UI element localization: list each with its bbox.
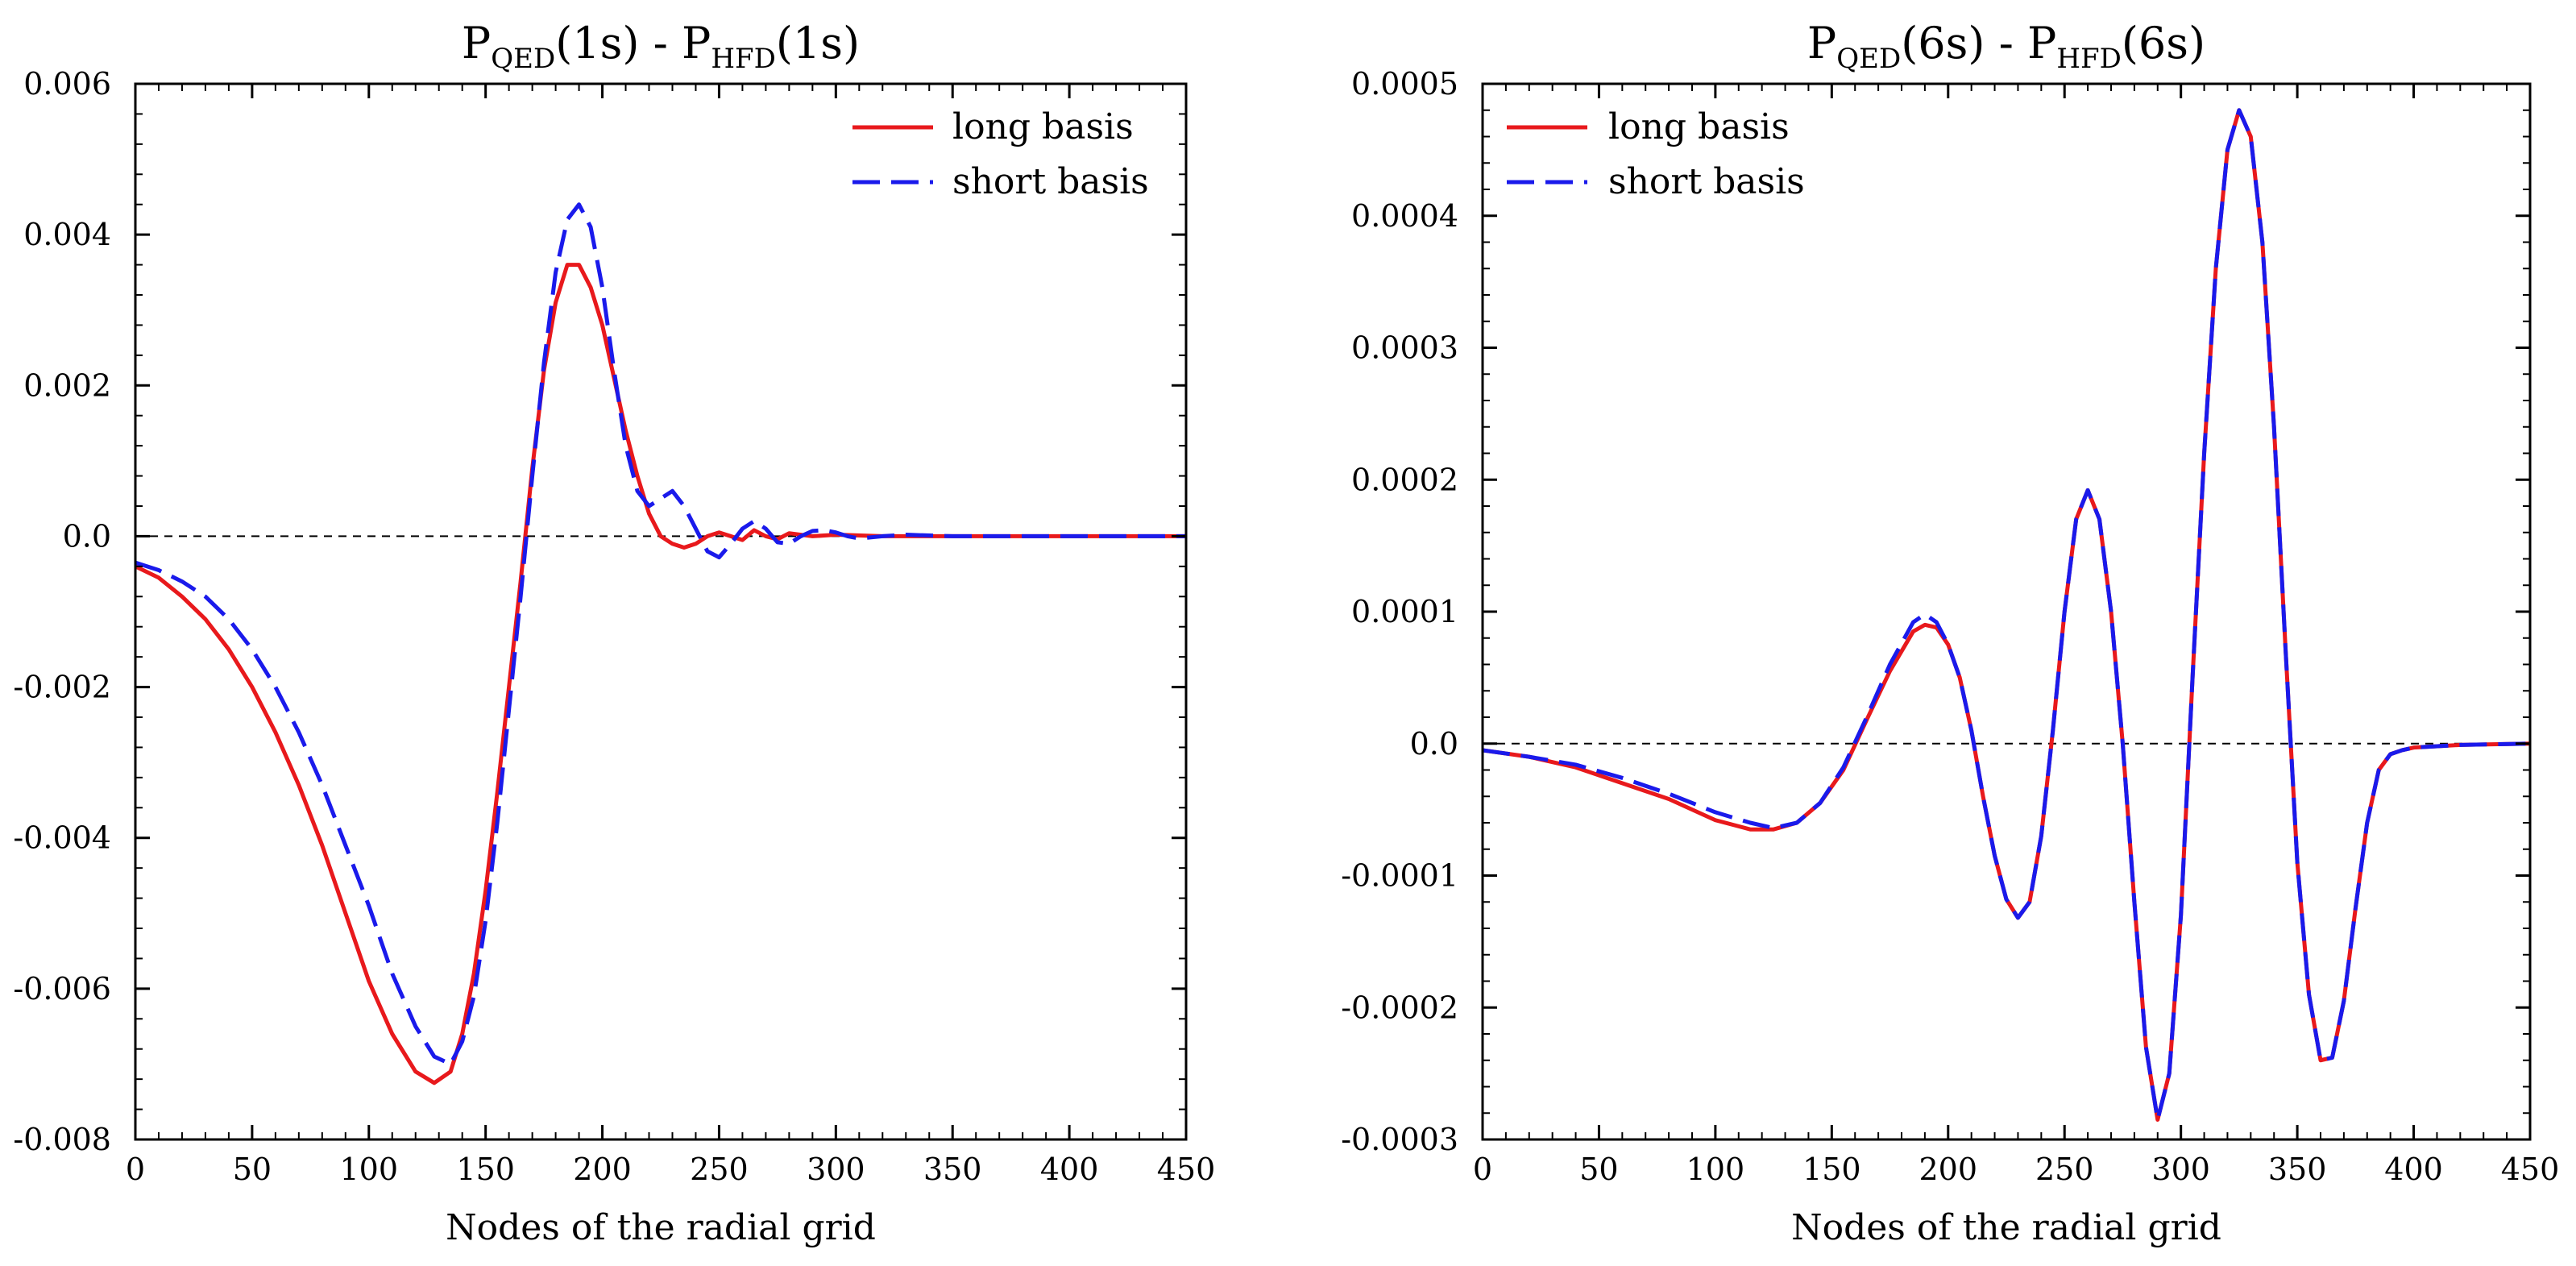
y-tick-label: -0.0001 — [1341, 858, 1458, 894]
chart-title-part: (6s) — [2122, 18, 2205, 68]
chart-title: PQED(1s) - PHFD(1s) — [462, 18, 860, 75]
series-line-short-basis — [1483, 108, 2530, 1122]
x-tick-label: 200 — [1919, 1152, 1978, 1187]
x-tick-label: 0 — [126, 1152, 145, 1187]
x-tick-label: 350 — [2268, 1152, 2327, 1187]
legend-label: long basis — [1608, 106, 1790, 147]
x-tick-label: 250 — [690, 1152, 749, 1187]
y-tick-label: -0.008 — [13, 1122, 111, 1157]
x-tick-label: 150 — [1802, 1152, 1861, 1187]
chart-title-part: (6s) - P — [1901, 18, 2056, 68]
x-tick-label: 50 — [1579, 1152, 1618, 1187]
chart-title-part: (1s) - P — [555, 18, 711, 68]
series-line-long-basis — [1483, 108, 2530, 1122]
x-tick-label: 350 — [923, 1152, 982, 1187]
chart-title-part: P — [462, 18, 491, 68]
x-tick-label: 300 — [2151, 1152, 2210, 1187]
chart-title-part: (1s) — [776, 18, 860, 68]
series-group — [135, 202, 1186, 1085]
legend-label: short basis — [1608, 161, 1805, 202]
legend-label: long basis — [952, 106, 1134, 147]
legend: long basis short basis — [852, 106, 1149, 202]
x-tick-label: 400 — [2384, 1152, 2443, 1187]
y-tick-label: 0.0 — [1410, 726, 1458, 762]
x-axis-title: Nodes of the radial grid — [446, 1207, 876, 1248]
chart-panel-qed-1s: PQED(1s) - PHFD(1s) 0 50 100 150 200 250 300 350… — [13, 18, 1215, 1248]
y-tick-label: 0.002 — [23, 367, 111, 403]
chart-title-part: HFD — [711, 43, 776, 75]
x-tick-label: 450 — [1157, 1152, 1216, 1187]
chart-title-part: HFD — [2056, 43, 2122, 75]
series-line-long-basis — [135, 263, 1186, 1085]
y-tick-label: -0.0003 — [1341, 1122, 1458, 1157]
y-tick-label: 0.0004 — [1351, 198, 1458, 234]
legend-label: short basis — [952, 161, 1149, 202]
x-tick-label: 150 — [456, 1152, 515, 1187]
x-tick-label: 250 — [2035, 1152, 2094, 1187]
x-tick-label: 200 — [573, 1152, 632, 1187]
x-tick-label: 400 — [1040, 1152, 1099, 1187]
y-tick-label: -0.0002 — [1341, 990, 1458, 1025]
plot-frame — [134, 82, 1188, 1141]
y-tick-label: -0.004 — [13, 820, 111, 856]
x-tick-label: 300 — [807, 1152, 865, 1187]
chart-title-part: QED — [1836, 43, 1901, 75]
x-tick-label: 0 — [1473, 1152, 1492, 1187]
y-tick-label: 0.006 — [23, 66, 111, 102]
y-tick-label: 0.0003 — [1351, 330, 1458, 366]
legend: long basis short basis — [1507, 106, 1805, 202]
x-tick-label: 50 — [233, 1152, 272, 1187]
y-tick-label: 0.0002 — [1351, 462, 1458, 497]
x-tick-label: 100 — [340, 1152, 399, 1187]
y-tick-label: 0.0005 — [1351, 66, 1458, 102]
x-tick-label: 100 — [1686, 1152, 1745, 1187]
y-tick-label: 0.004 — [23, 217, 111, 252]
y-tick-label: -0.006 — [13, 971, 111, 1007]
x-axis-title: Nodes of the radial grid — [1791, 1207, 2221, 1248]
chart-title-part: QED — [491, 43, 555, 75]
y-tick-label: 0.0 — [63, 518, 111, 554]
plot-frame — [1481, 82, 2532, 1141]
series-line-short-basis — [135, 202, 1186, 1066]
series-group — [1483, 108, 2530, 1122]
y-tick-label: 0.0001 — [1351, 594, 1458, 629]
x-tick-label: 450 — [2501, 1152, 2560, 1187]
chart-title-part: P — [1807, 18, 1836, 68]
y-tick-label: -0.002 — [13, 670, 111, 705]
chart-title: PQED(6s) - PHFD(6s) — [1807, 18, 2205, 75]
chart-panel-qed-6s: PQED(6s) - PHFD(6s) 0 50 100 150 200 250 300 350… — [1341, 18, 2559, 1248]
